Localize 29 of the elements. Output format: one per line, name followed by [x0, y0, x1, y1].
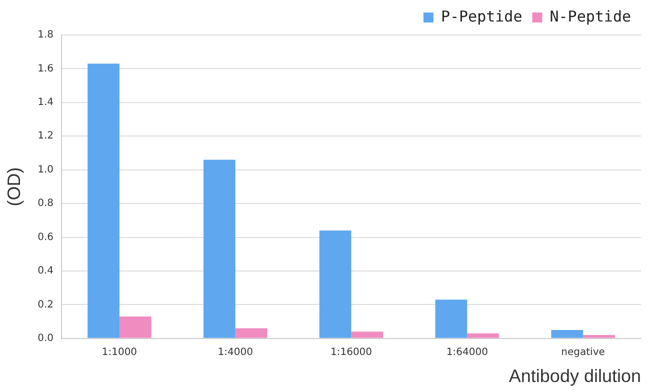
- bar: [319, 230, 352, 338]
- bar: [88, 64, 120, 338]
- bar: [203, 160, 236, 338]
- legend-label: P-Peptide: [440, 7, 522, 26]
- x-tick-label: 1:4000: [218, 346, 253, 358]
- x-tick-label: negative: [561, 346, 605, 358]
- x-tick-label: 1:64000: [446, 346, 488, 358]
- y-tick-label: 0.0: [38, 332, 54, 344]
- y-axis-title: (OD): [4, 167, 24, 206]
- bar: [435, 300, 468, 338]
- x-tick-label: 1:1000: [102, 346, 138, 358]
- x-axis-title: Antibody dilution: [508, 366, 641, 386]
- bar: [551, 330, 584, 338]
- y-tick-label: 0.8: [38, 198, 54, 210]
- bar: [351, 332, 384, 338]
- bar: [467, 333, 500, 338]
- y-tick-label: 0.4: [38, 266, 54, 277]
- bar: [583, 335, 615, 338]
- y-tick-label: 1.2: [38, 130, 54, 142]
- y-tick-label: 1.8: [38, 30, 54, 41]
- y-tick-label: 1.4: [38, 97, 54, 108]
- x-tick-label: 1:16000: [330, 346, 372, 358]
- legend-label: N-Peptide: [550, 7, 632, 26]
- y-tick-label: 0.6: [38, 232, 54, 243]
- bar: [235, 328, 268, 338]
- y-tick-label: 1.6: [38, 63, 54, 74]
- bar: [119, 316, 152, 338]
- y-tick-label: 1.0: [38, 164, 54, 176]
- y-tick-label: 0.2: [38, 299, 54, 310]
